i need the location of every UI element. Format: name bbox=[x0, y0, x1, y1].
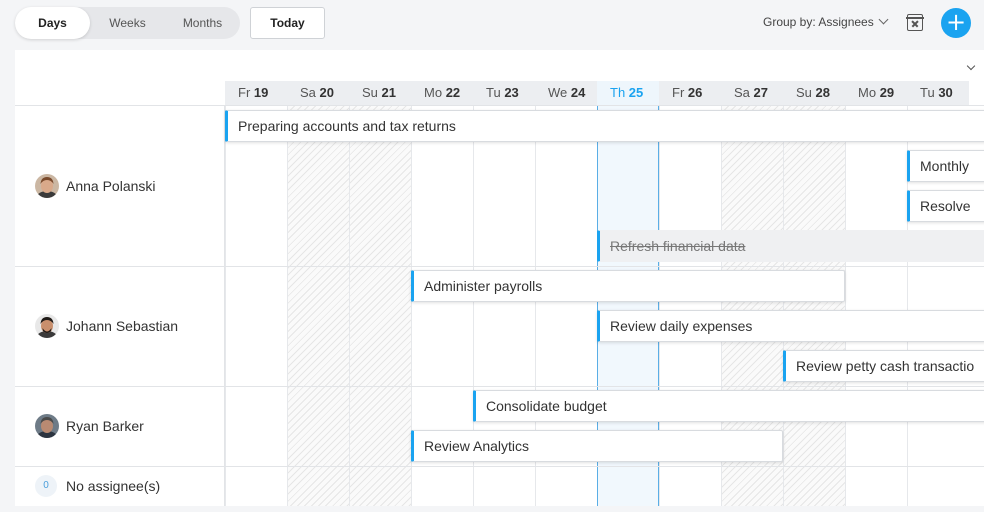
day-number: 25 bbox=[628, 85, 644, 100]
timeline-grid: Fr 19 Sa 20 Su 21 Mo 22 Tu 23 We 24 Th 25 Fr 26… bbox=[15, 50, 984, 506]
day-of-week: Fr bbox=[238, 85, 251, 100]
group-by-dropdown[interactable]: Group by: Assignees bbox=[763, 14, 889, 29]
day-column bbox=[783, 106, 845, 506]
add-task-button[interactable]: + bbox=[941, 8, 971, 38]
task-bar[interactable]: Resolve bbox=[907, 190, 984, 222]
day-header: We 24 bbox=[535, 81, 597, 105]
row-divider bbox=[15, 466, 984, 467]
day-number: 21 bbox=[381, 85, 396, 100]
day-number: 30 bbox=[938, 85, 953, 100]
day-header: Su 21 bbox=[349, 81, 411, 105]
task-bar[interactable]: Administer payrolls bbox=[411, 270, 845, 302]
day-header: Fr 19 bbox=[225, 81, 287, 105]
day-number: 19 bbox=[253, 85, 269, 100]
day-header: Su 28 bbox=[783, 81, 845, 105]
day-of-week: Sa bbox=[300, 85, 316, 100]
day-of-week: Tu bbox=[920, 85, 935, 100]
day-header: Mo 29 bbox=[845, 81, 907, 105]
day-of-week: Th bbox=[610, 85, 626, 100]
day-column bbox=[535, 106, 597, 506]
toolbar: Days Weeks Months Today Group by: Assign… bbox=[0, 0, 984, 50]
task-bar[interactable]: Preparing accounts and tax returns bbox=[225, 110, 984, 142]
day-of-week: Su bbox=[362, 85, 378, 100]
day-column bbox=[287, 106, 349, 506]
day-number: 23 bbox=[504, 85, 519, 100]
day-number: 26 bbox=[687, 85, 703, 100]
avatar bbox=[35, 174, 59, 198]
chevron-down-icon bbox=[878, 14, 889, 25]
assignee-name: No assignee(s) bbox=[66, 478, 161, 494]
calendar-clear-icon[interactable] bbox=[906, 14, 924, 31]
day-header: Sa 27 bbox=[721, 81, 783, 105]
day-column bbox=[907, 106, 969, 506]
row-divider bbox=[15, 266, 984, 267]
view-months-button[interactable]: Months bbox=[182, 16, 223, 30]
view-weeks-button[interactable]: Weeks bbox=[109, 16, 146, 30]
day-number: 27 bbox=[753, 85, 768, 100]
group-by-label: Group by: Assignees bbox=[763, 15, 874, 29]
task-bar[interactable]: Refresh financial data bbox=[597, 230, 984, 262]
day-number: 24 bbox=[570, 85, 586, 100]
header-divider bbox=[15, 105, 984, 106]
day-column bbox=[225, 106, 287, 506]
day-of-week: We bbox=[548, 85, 568, 100]
avatar bbox=[35, 414, 59, 438]
day-header: Tu 30 bbox=[907, 81, 969, 105]
day-header: Th 25 bbox=[597, 81, 659, 105]
day-header: Fr 26 bbox=[659, 81, 721, 105]
day-of-week: Fr bbox=[672, 85, 685, 100]
task-bar[interactable]: Review Analytics bbox=[411, 430, 783, 462]
day-of-week: Mo bbox=[858, 85, 877, 100]
day-number: 22 bbox=[445, 85, 461, 100]
day-header: Mo 22 bbox=[411, 81, 473, 105]
day-column bbox=[349, 106, 411, 506]
day-of-week: Mo bbox=[424, 85, 443, 100]
day-column bbox=[845, 106, 907, 506]
assignee-name: Anna Polanski bbox=[66, 178, 156, 194]
day-number: 28 bbox=[815, 85, 830, 100]
day-column bbox=[659, 106, 721, 506]
view-days-button[interactable]: Days bbox=[15, 7, 90, 39]
task-bar[interactable]: Review petty cash transactio bbox=[783, 350, 984, 382]
assignee-name: Ryan Barker bbox=[66, 418, 144, 434]
row-divider bbox=[15, 386, 984, 387]
view-switcher: Days Weeks Months bbox=[15, 7, 240, 39]
today-button[interactable]: Today bbox=[250, 7, 325, 39]
task-bar[interactable]: Monthly bbox=[907, 150, 984, 182]
day-column bbox=[411, 106, 473, 506]
sidebar-divider bbox=[224, 106, 225, 506]
day-of-week: Tu bbox=[486, 85, 501, 100]
day-header: Tu 23 bbox=[473, 81, 535, 105]
assignee-name: Johann Sebastian bbox=[66, 318, 179, 334]
task-bar[interactable]: Review daily expenses bbox=[597, 310, 984, 342]
day-header: Sa 20 bbox=[287, 81, 349, 105]
day-number: 20 bbox=[319, 85, 334, 100]
day-of-week: Su bbox=[796, 85, 812, 100]
unassigned-count-badge: 0 bbox=[35, 475, 57, 497]
day-of-week: Sa bbox=[734, 85, 750, 100]
chevron-down-icon[interactable] bbox=[966, 61, 976, 71]
day-column bbox=[473, 106, 535, 506]
day-number: 29 bbox=[879, 85, 895, 100]
avatar bbox=[35, 314, 59, 338]
task-bar[interactable]: Consolidate budget bbox=[473, 390, 984, 422]
